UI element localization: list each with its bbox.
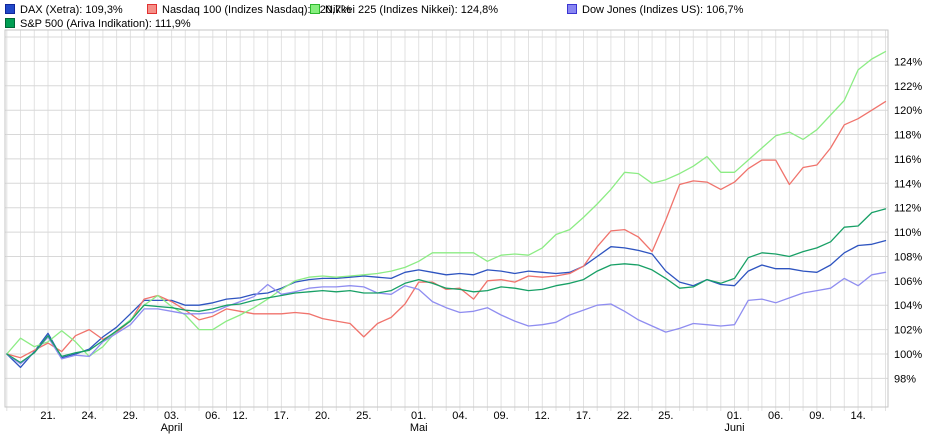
x-tick-label: 12. — [233, 410, 248, 422]
legend-item-sp500: S&P 500 (Ariva Indikation): 111,9% — [5, 17, 191, 31]
legend-item-nasdaq100: Nasdaq 100 (Indizes Nasdaq): 120,7% — [147, 3, 351, 17]
y-tick-label: 118% — [894, 130, 922, 142]
y-tick-label: 98% — [894, 373, 916, 385]
x-tick-label: 01. — [727, 410, 742, 422]
x-tick-label: 03. — [164, 410, 179, 422]
y-tick-label: 116% — [894, 154, 922, 166]
series-line-sp — [6, 208, 887, 364]
month-label: April — [161, 422, 183, 434]
legend-item-nikkei225: Nikkei 225 (Indizes Nikkei): 124,8% — [310, 3, 498, 17]
x-tick-label: 20. — [315, 410, 330, 422]
x-tick-label: 17. — [576, 410, 591, 422]
x-tick-label: 09. — [493, 410, 508, 422]
y-tick-label: 124% — [894, 56, 922, 68]
x-tick-label: 21. — [40, 410, 55, 422]
x-tick-label: 12. — [535, 410, 550, 422]
sp500-color-swatch-icon — [5, 18, 15, 28]
x-tick-label: 14. — [850, 410, 865, 422]
series-line-dow — [6, 271, 887, 365]
series-line-nasdaq — [6, 100, 887, 359]
y-tick-label: 114% — [894, 178, 922, 190]
legend-label-nikkei225: Nikkei 225 (Indizes Nikkei): 124,8% — [325, 4, 499, 16]
chart-legend: DAX (Xetra): 109,3% Nasdaq 100 (Indizes … — [0, 0, 935, 30]
x-tick-label: 06. — [205, 410, 220, 422]
x-tick-label: 01. — [411, 410, 426, 422]
x-tick-label: 09. — [809, 410, 824, 422]
legend-item-dowjones: Dow Jones (Indizes US): 106,7% — [567, 3, 743, 17]
series-line-nikkei — [6, 50, 887, 358]
x-tick-label: 24. — [82, 410, 97, 422]
y-tick-label: 110% — [894, 227, 922, 239]
y-tick-label: 106% — [894, 276, 922, 288]
x-tick-label: 06. — [768, 410, 783, 422]
legend-label-nasdaq100: Nasdaq 100 (Indizes Nasdaq): 120,7% — [162, 4, 351, 16]
y-tick-label: 108% — [894, 252, 922, 264]
y-tick-label: 102% — [894, 325, 922, 337]
legend-label-sp500: S&P 500 (Ariva Indikation): 111,9% — [20, 18, 191, 30]
x-tick-label: 25. — [356, 410, 371, 422]
legend-label-dowjones: Dow Jones (Indizes US): 106,7% — [582, 4, 744, 16]
y-tick-label: 112% — [894, 203, 922, 215]
dowjones-color-swatch-icon — [567, 4, 577, 14]
month-label: Juni — [724, 422, 744, 434]
x-tick-label: 29. — [123, 410, 138, 422]
legend-label-dax: DAX (Xetra): 109,3% — [20, 4, 123, 16]
x-tick-label: 25. — [658, 410, 673, 422]
y-tick-label: 122% — [894, 81, 922, 93]
y-tick-label: 100% — [894, 349, 922, 361]
nasdaq100-color-swatch-icon — [147, 4, 157, 14]
series-line-dax — [6, 239, 887, 369]
nikkei225-color-swatch-icon — [310, 4, 320, 14]
dax-color-swatch-icon — [5, 4, 15, 14]
y-tick-label: 120% — [894, 105, 922, 117]
month-label: Mai — [410, 422, 428, 434]
x-tick-label: 22. — [617, 410, 632, 422]
x-tick-label: 04. — [452, 410, 467, 422]
plot-border — [4, 29, 889, 408]
x-tick-label: 17. — [274, 410, 289, 422]
y-tick-label: 104% — [894, 300, 922, 312]
legend-item-dax: DAX (Xetra): 109,3% — [5, 3, 123, 17]
